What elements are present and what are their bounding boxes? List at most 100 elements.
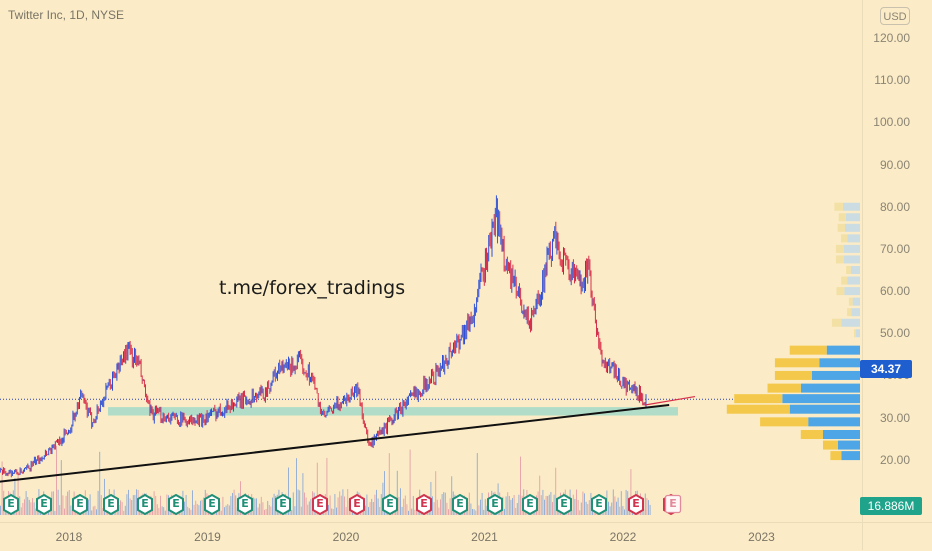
earnings-marker[interactable]: E <box>555 494 573 515</box>
volume-bar <box>404 495 406 515</box>
earnings-marker-label: E <box>208 497 216 510</box>
volume-bar <box>337 497 339 515</box>
volume-bar <box>332 509 334 515</box>
volume-bar <box>616 501 617 515</box>
volume-profile-up-bar <box>841 451 860 461</box>
earnings-marker[interactable]: E <box>311 494 329 515</box>
volume-bar <box>304 492 305 515</box>
volume-bar <box>473 509 475 515</box>
volume-bar <box>270 506 272 515</box>
volume-label: 16.886M <box>860 497 922 515</box>
volume-bar <box>164 510 166 515</box>
earnings-marker[interactable]: E <box>136 494 154 515</box>
volume-bar <box>476 453 478 515</box>
earnings-marker[interactable]: E <box>451 494 469 515</box>
earnings-marker[interactable]: E <box>348 494 366 515</box>
volume-bar <box>547 495 549 515</box>
volume-bar <box>388 453 390 515</box>
volume-bar <box>614 496 616 515</box>
volume-bar <box>33 502 35 515</box>
volume-profile-up-bar <box>819 358 860 368</box>
price-axis-label: 50.00 <box>879 326 910 341</box>
volume-bar <box>268 504 270 515</box>
earnings-marker[interactable]: E <box>2 494 20 515</box>
volume-bar <box>156 504 158 515</box>
volume-bar <box>411 508 413 515</box>
volume-bar <box>190 509 192 515</box>
volume-bar <box>216 510 217 515</box>
earnings-marker-label: E <box>386 497 394 510</box>
volume-profile-faint-bar <box>844 287 860 296</box>
volume-bar <box>272 497 273 515</box>
volume-profile-up-bar <box>808 417 860 427</box>
earnings-marker[interactable]: E <box>35 494 53 515</box>
earnings-marker[interactable]: E <box>486 494 504 515</box>
volume-bar <box>366 494 368 515</box>
volume-bar <box>396 470 398 515</box>
volume-bar <box>548 494 550 515</box>
earnings-marker[interactable]: E <box>236 494 254 515</box>
volume-bar <box>102 508 104 515</box>
volume-bar <box>292 492 294 515</box>
volume-bar <box>104 478 105 515</box>
price-axis-label: 60.00 <box>879 284 910 299</box>
volume-bar <box>96 509 97 515</box>
volume-bar <box>515 507 517 515</box>
volume-bar <box>643 508 645 515</box>
volume-bar <box>262 502 264 515</box>
volume-bar <box>308 501 310 515</box>
volume-bar <box>611 502 613 515</box>
earnings-marker[interactable]: E <box>590 494 608 515</box>
volume-bar <box>123 510 125 515</box>
earnings-marker[interactable]: E <box>627 494 645 515</box>
earnings-marker-label: E <box>420 497 428 510</box>
volume-bar <box>371 498 373 515</box>
volume-bar <box>588 500 590 515</box>
earnings-marker-label: E <box>7 497 15 510</box>
earnings-marker[interactable]: E <box>203 494 221 515</box>
volume-bar <box>217 510 219 515</box>
volume-bar <box>552 502 553 515</box>
volume-bar <box>62 495 64 515</box>
earnings-marker-label: E <box>526 497 534 510</box>
earnings-marker[interactable]: E <box>71 494 89 515</box>
volume-bar <box>299 490 301 515</box>
earnings-marker-label: E <box>595 497 603 510</box>
time-axis-label: 2018 <box>55 530 83 544</box>
volume-bar <box>224 507 225 515</box>
earnings-marker[interactable]: E <box>415 494 433 515</box>
volume-bar <box>129 498 131 515</box>
earnings-marker[interactable]: E <box>521 494 539 515</box>
volume-profile-faint-bar <box>853 329 856 338</box>
earnings-marker[interactable]: E <box>664 494 682 515</box>
earnings-marker[interactable]: E <box>381 494 399 515</box>
time-axis[interactable]: 2018 2019 2020 2021 2022 2023 <box>0 522 932 551</box>
volume-bar <box>609 506 611 515</box>
price-axis-label: 80.00 <box>879 199 910 214</box>
volume-profile-up-bar <box>789 404 860 414</box>
earnings-marker[interactable]: E <box>167 494 185 515</box>
volume-profile-faint-bar <box>841 276 848 285</box>
earnings-marker-label: E <box>172 497 180 510</box>
volume-profile-faint-bar <box>838 213 846 222</box>
currency-button[interactable]: USD <box>880 7 910 25</box>
volume-bar <box>364 505 366 515</box>
volume-bar <box>481 492 483 515</box>
volume-bar <box>252 497 254 515</box>
earnings-marker[interactable]: E <box>274 494 292 515</box>
volume-bar <box>486 505 488 515</box>
volume-profile-faint-bar <box>847 234 860 243</box>
volume-bar <box>305 497 307 515</box>
volume-bar <box>134 494 136 515</box>
volume-bar <box>505 496 507 515</box>
volume-profile-faint-bar <box>847 276 860 285</box>
volume-bar <box>347 489 349 515</box>
volume-profile-faint-bar <box>835 255 844 264</box>
price-axis-separator <box>862 0 863 550</box>
earnings-marker[interactable]: E <box>102 494 120 515</box>
volume-bar <box>302 473 304 515</box>
volume-bar <box>537 491 539 515</box>
time-axis-label: 2021 <box>471 530 498 544</box>
volume-bar <box>443 492 445 515</box>
